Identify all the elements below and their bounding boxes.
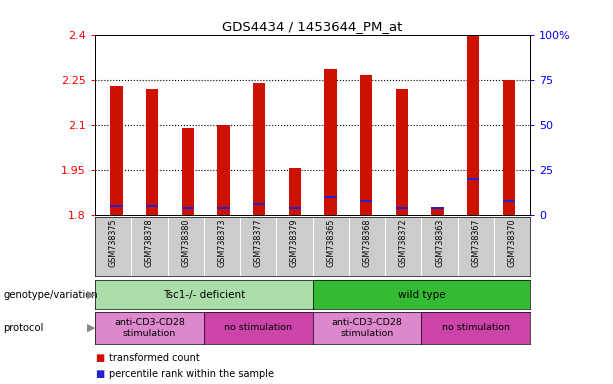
Text: ■: ■: [95, 369, 104, 379]
Text: transformed count: transformed count: [109, 353, 199, 363]
Bar: [360, 200, 372, 202]
Bar: [110, 86, 123, 215]
Bar: [217, 125, 230, 215]
Bar: [146, 89, 158, 215]
Bar: [289, 169, 301, 215]
Bar: [467, 36, 479, 215]
Text: no stimulation: no stimulation: [224, 323, 292, 333]
Bar: [503, 79, 515, 215]
Text: GSM738379: GSM738379: [290, 219, 299, 267]
Text: genotype/variation: genotype/variation: [3, 290, 97, 300]
Bar: [360, 75, 372, 215]
Text: GSM738367: GSM738367: [471, 219, 481, 267]
Text: GSM738380: GSM738380: [181, 219, 190, 267]
Title: GDS4434 / 1453644_PM_at: GDS4434 / 1453644_PM_at: [223, 20, 403, 33]
Text: wild type: wild type: [398, 290, 445, 300]
Bar: [432, 209, 444, 215]
Bar: [181, 128, 194, 215]
Text: anti-CD3-CD28
stimulation: anti-CD3-CD28 stimulation: [332, 318, 403, 338]
Text: GSM738363: GSM738363: [435, 219, 444, 267]
Bar: [289, 207, 301, 209]
Text: percentile rank within the sample: percentile rank within the sample: [109, 369, 273, 379]
Text: GSM738375: GSM738375: [109, 219, 118, 267]
Bar: [395, 89, 408, 215]
Text: GSM738370: GSM738370: [508, 219, 517, 267]
Bar: [324, 196, 337, 198]
Text: GSM738372: GSM738372: [399, 219, 408, 267]
Text: no stimulation: no stimulation: [442, 323, 510, 333]
Bar: [217, 207, 230, 209]
Bar: [253, 203, 265, 205]
Bar: [110, 205, 123, 207]
Text: protocol: protocol: [3, 323, 44, 333]
Text: ▶: ▶: [86, 323, 95, 333]
Text: GSM738368: GSM738368: [362, 219, 371, 267]
Bar: [432, 207, 444, 209]
Text: GSM738373: GSM738373: [218, 219, 226, 267]
Text: ▶: ▶: [86, 290, 95, 300]
Bar: [503, 200, 515, 202]
Bar: [146, 205, 158, 207]
Bar: [395, 207, 408, 209]
Text: GSM738378: GSM738378: [145, 219, 154, 267]
Text: GSM738377: GSM738377: [254, 219, 263, 267]
Text: GSM738365: GSM738365: [326, 219, 335, 267]
Bar: [467, 178, 479, 180]
Text: ■: ■: [95, 353, 104, 363]
Text: anti-CD3-CD28
stimulation: anti-CD3-CD28 stimulation: [114, 318, 185, 338]
Bar: [253, 83, 265, 215]
Bar: [181, 207, 194, 209]
Text: Tsc1-/- deficient: Tsc1-/- deficient: [162, 290, 245, 300]
Bar: [324, 69, 337, 215]
